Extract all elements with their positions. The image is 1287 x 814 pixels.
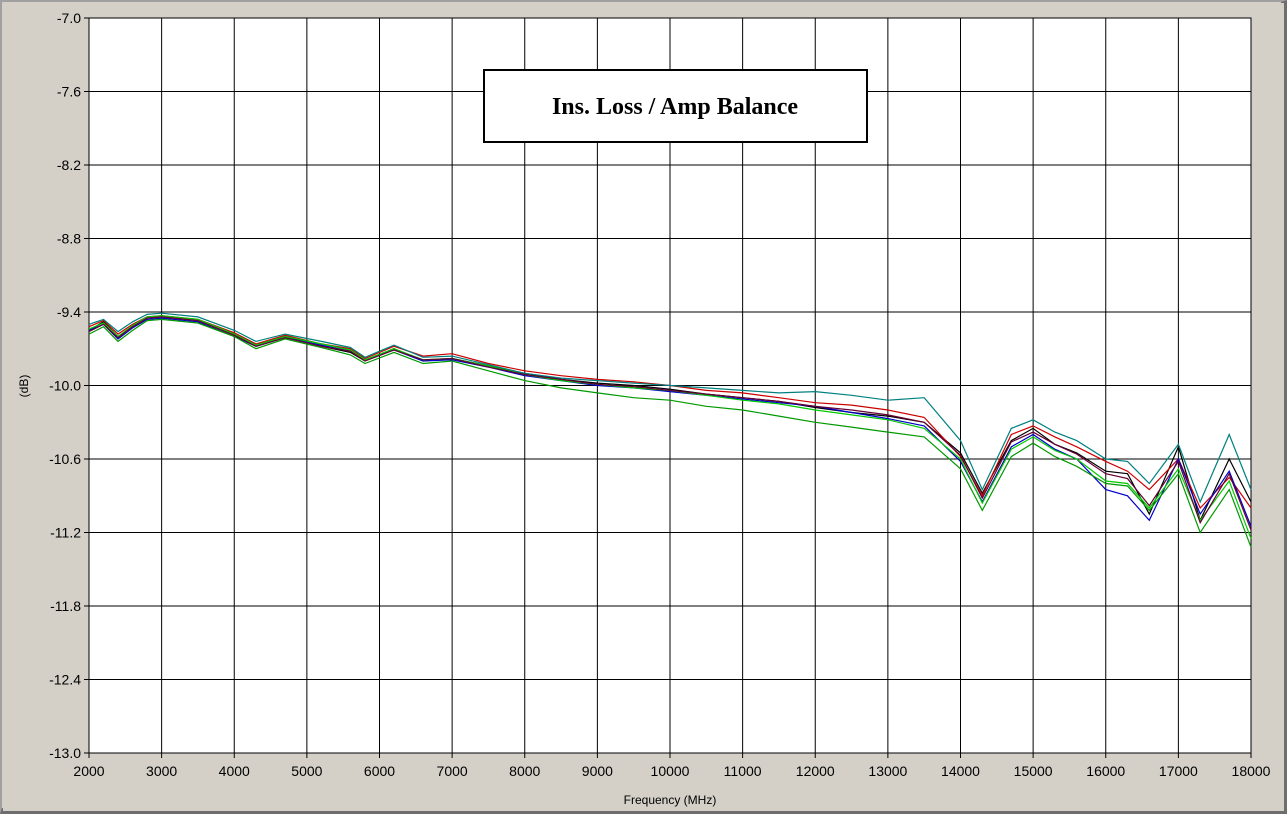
x-tick-label: 8000 [509,763,540,779]
x-tick-label: 13000 [868,763,907,779]
x-tick-label: 10000 [651,763,690,779]
series-line-4 [88,312,1252,504]
y-tick-labels: -7.0 -7.6 -8.2 -8.8 -9.4 -10.0 -10.6 -11.2 -11.8… [49,10,81,761]
y-axis-label: (dB) [17,375,31,398]
x-tick-label: 4000 [219,763,250,779]
x-tick-labels: 2000 3000 4000 5000 6000 7000 8000 9000 10000 110… [73,763,1270,779]
x-tick-label: 5000 [291,763,322,779]
x-tick-label: 12000 [796,763,835,779]
x-tick-label: 15000 [1014,763,1053,779]
x-axis-label: Frequency (MHz) [624,793,717,807]
title-box-border [483,69,868,143]
y-tick-label: -8.2 [57,157,81,173]
x-tick-label: 14000 [941,763,980,779]
x-tick-label: 11000 [724,763,762,779]
x-tick-label: 3000 [146,763,177,779]
y-tick-label: -11.8 [50,598,81,614]
series-line-7 [88,316,1252,531]
y-tick-label: -12.4 [49,672,81,688]
x-tick-label: 9000 [582,763,613,779]
y-tick-label: -13.0 [49,745,81,761]
chart-title-box: Ins. Loss / Amp Balance [483,69,868,143]
y-tick-label: -10.0 [49,378,81,394]
chart-title: Ins. Loss / Amp Balance [552,94,798,120]
y-tick-label: -9.4 [57,304,81,320]
x-tick-label: 6000 [364,763,395,779]
x-tick-label: 18000 [1232,763,1271,779]
y-tick-label: -11.2 [50,525,81,541]
grid-lines [84,17,1252,758]
y-tick-label: -10.6 [49,451,81,467]
y-tick-label: -8.8 [57,231,81,247]
x-tick-label: 17000 [1159,763,1198,779]
x-tick-label: 7000 [437,763,468,779]
x-tick-label: 16000 [1086,763,1125,779]
y-tick-label: -7.6 [57,84,81,100]
series-line-5 [88,318,1252,548]
series-layer [88,312,1252,548]
y-tick-label: -7.0 [57,10,81,26]
x-tick-label: 2000 [73,763,104,779]
series-line-2 [88,315,1252,510]
